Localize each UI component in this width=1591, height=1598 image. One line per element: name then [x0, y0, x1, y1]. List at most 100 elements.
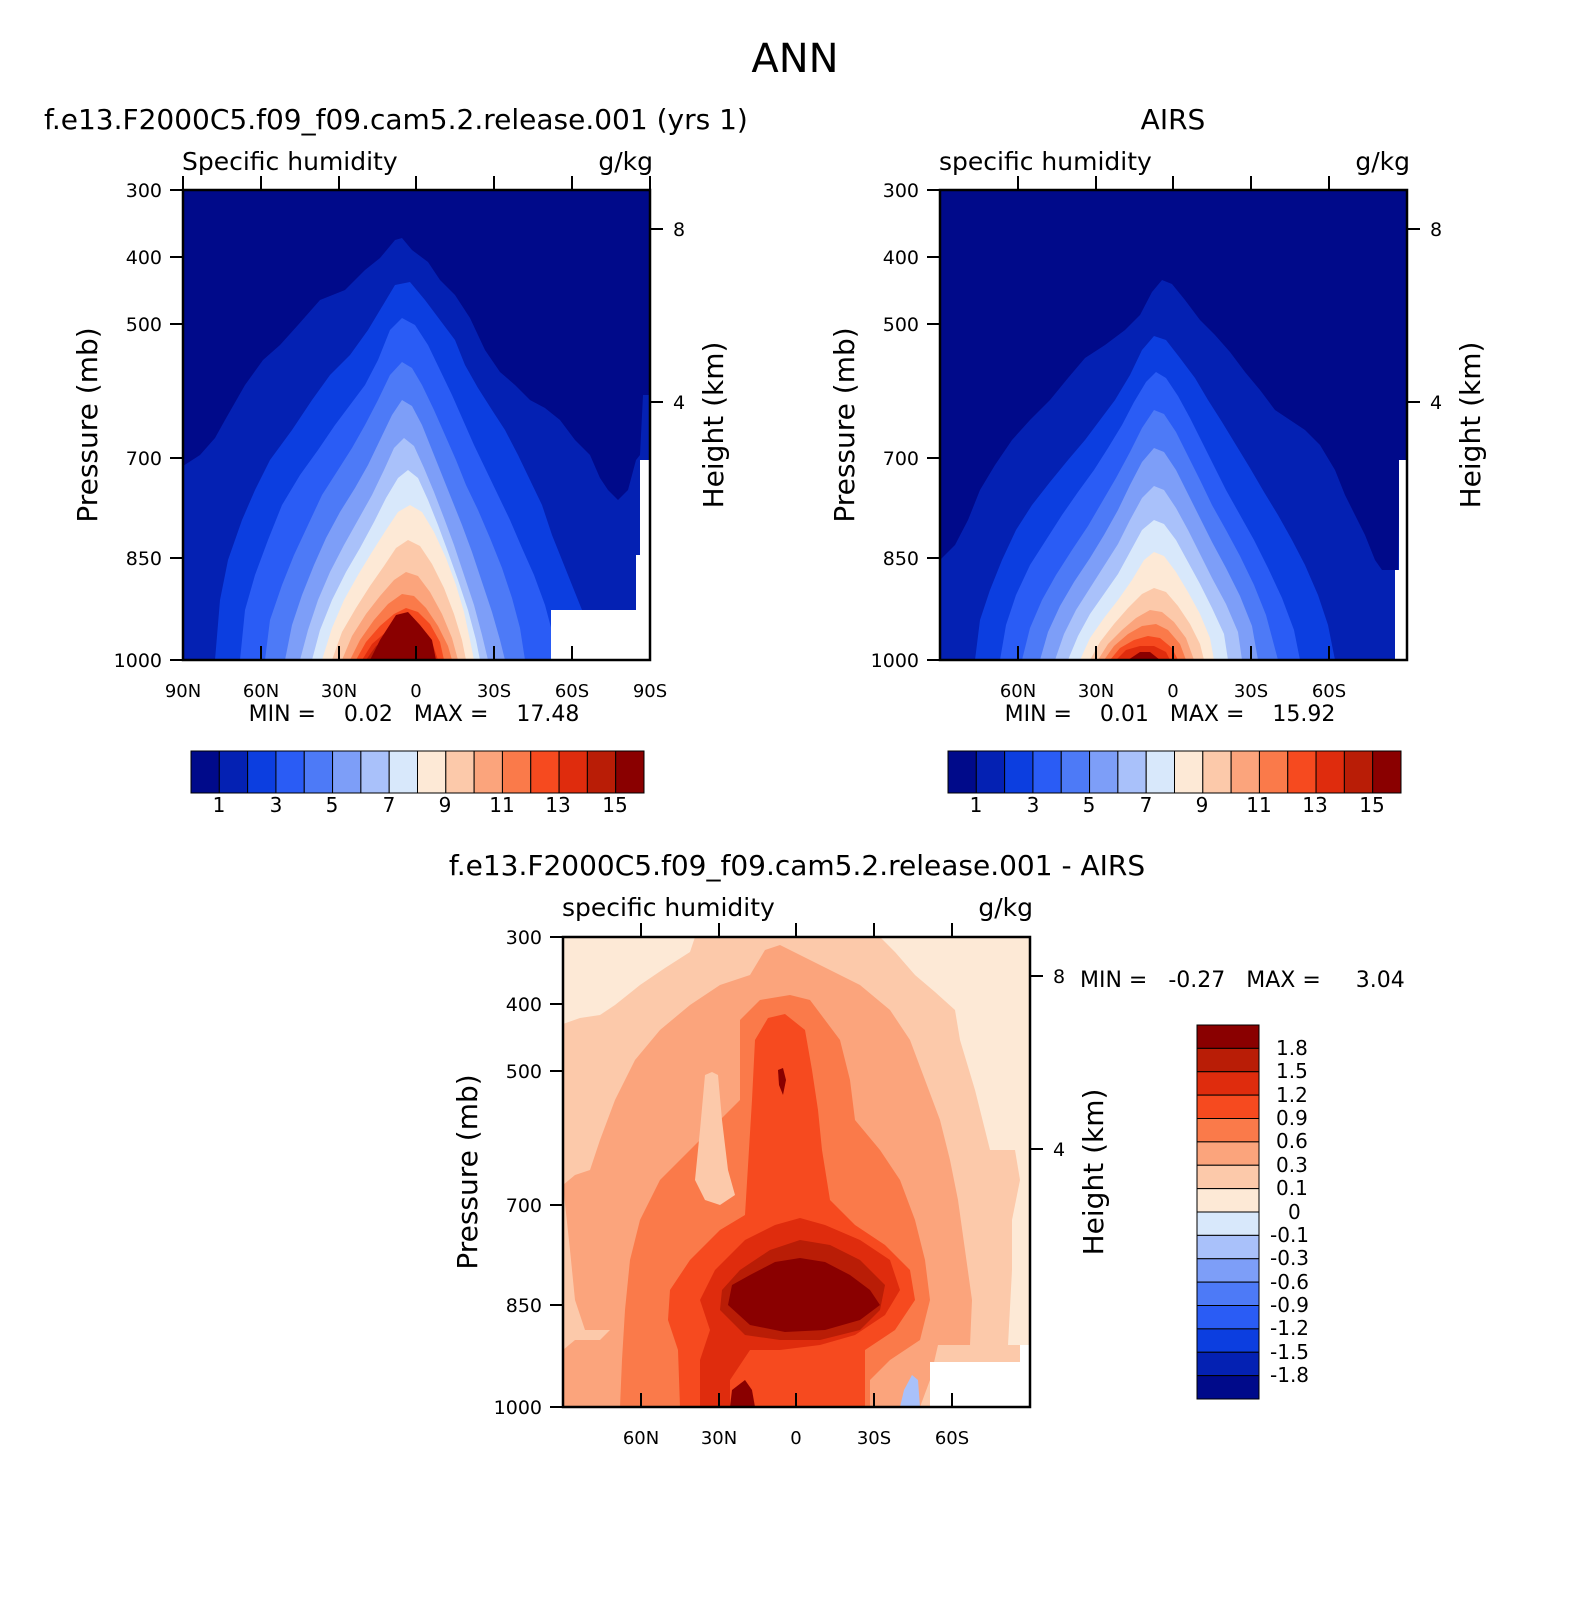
obs-cb-label-5: 5 [1083, 793, 1096, 817]
obs-cb-label-1: 1 [970, 793, 983, 817]
model-cb-label-9: 9 [439, 793, 452, 817]
diff-xtick-30n: 30N [701, 1428, 737, 1449]
diff-layer-18 [728, 1258, 880, 1332]
diff-core-lower [730, 1380, 755, 1407]
diff-ytick-300: 300 [506, 927, 542, 949]
cb-diff-swatch [1196, 1188, 1260, 1213]
model-xtick-60n: 60N [243, 681, 279, 702]
diff-ytick-500: 500 [506, 1061, 542, 1083]
model-colorbar [190, 750, 645, 794]
cb-obs-swatch [1145, 750, 1175, 794]
diff-cb-label-11: -0.6 [1270, 1270, 1309, 1294]
model-y-axis: 300 400 500 700 850 1000 [114, 180, 183, 672]
obs-cb-label-9: 9 [1196, 793, 1209, 817]
cb-obs-swatch [1089, 750, 1119, 794]
diff-ytick-1000: 1000 [494, 1397, 542, 1419]
cb-diff-swatch [1196, 1305, 1260, 1330]
obs-colorbar [947, 750, 1402, 794]
obs-ytick-500: 500 [883, 314, 919, 336]
obs-min-max: MIN = 0.01 MAX = 15.92 [1005, 702, 1336, 727]
obs-height-tick-8: 8 [1430, 219, 1442, 241]
obs-xtick-30s: 30S [1234, 681, 1268, 702]
obs-cb-label-13: 13 [1302, 793, 1327, 817]
obs-xtick-30n: 30N [1078, 681, 1114, 702]
diff-xtick-60n: 60N [623, 1428, 659, 1449]
diff-colorbar [1196, 1024, 1260, 1400]
diff-cb-label-7: 0.1 [1276, 1176, 1308, 1200]
cb-model-swatch [586, 750, 617, 794]
cb-obs-swatch [1230, 750, 1260, 794]
obs-cb-label-11: 11 [1246, 793, 1271, 817]
cb-model-swatch [558, 750, 588, 794]
model-xtick-90s: 90S [633, 681, 667, 702]
panel-obs-plot [938, 188, 1409, 662]
obs-height-axis: 8 4 [1407, 219, 1442, 414]
diff-min-max: MIN = -0.27 MAX = 3.04 [1080, 968, 1405, 993]
panel-obs-title: AIRS [1141, 103, 1206, 136]
model-cb-label-7: 7 [383, 793, 396, 817]
cb-obs-swatch [947, 750, 977, 794]
panel-model-units: g/kg [598, 147, 653, 176]
cb-diff-swatch [1196, 1141, 1260, 1166]
panel-model: f.e13.F2000C5.f09_f09.cam5.2.release.001… [44, 103, 748, 817]
cb-diff-swatch [1196, 1375, 1260, 1400]
model-ylabel: Pressure (mb) [71, 327, 104, 522]
model-height-tick-8: 8 [673, 219, 685, 241]
diff-pocket-30n [695, 1072, 735, 1205]
cb-model-swatch [360, 750, 390, 794]
cb-model-swatch [275, 750, 305, 794]
cb-model-swatch [247, 750, 277, 794]
obs-cb-label-3: 3 [1027, 793, 1040, 817]
panel-model-plot [181, 188, 652, 662]
model-cb-label-11: 11 [489, 793, 514, 817]
diff-core-upper [778, 1068, 786, 1095]
cb-obs-swatch [1060, 750, 1091, 794]
diff-cb-label-9: -0.1 [1270, 1223, 1309, 1247]
obs-cb-label-15: 15 [1359, 793, 1384, 817]
model-ylabel-right: Height (km) [697, 342, 730, 509]
panel-obs: AIRS specific humidity g/kg [828, 103, 1487, 817]
cb-diff-swatch [1196, 1351, 1260, 1377]
diff-height-tick-4: 4 [1053, 1139, 1065, 1161]
model-ytick-300: 300 [126, 180, 162, 202]
figure-title: ANN [751, 36, 838, 82]
obs-height-tick-4: 4 [1430, 392, 1442, 414]
cb-diff-swatch [1196, 1211, 1260, 1236]
model-ytick-850: 850 [126, 548, 162, 570]
model-height-axis: 8 4 [650, 219, 685, 414]
cb-model-swatch [303, 750, 334, 794]
diff-xtick-30s: 30S [857, 1428, 891, 1449]
model-xtick-30s: 30S [477, 681, 511, 702]
cb-obs-swatch [975, 750, 1006, 794]
cb-obs-swatch [1004, 750, 1034, 794]
cb-model-swatch [388, 750, 418, 794]
obs-ytick-850: 850 [883, 548, 919, 570]
cb-model-swatch [501, 750, 532, 794]
panel-model-title: f.e13.F2000C5.f09_f09.cam5.2.release.001… [44, 103, 748, 136]
diff-ylabel-right: Height (km) [1077, 1089, 1110, 1256]
panel-obs-left-label: specific humidity [939, 147, 1152, 176]
cb-obs-swatch [1032, 750, 1062, 794]
obs-ylabel-right: Height (km) [1454, 342, 1487, 509]
diff-cb-label-3: 1.2 [1276, 1083, 1308, 1107]
diff-x-axis: 60N 30N 0 30S 60S [623, 923, 969, 1449]
panel-model-left-label: Specific humidity [182, 147, 398, 176]
panel-diff-units: g/kg [978, 893, 1033, 922]
cb-diff-swatch [1196, 1047, 1260, 1073]
obs-missing-region [1395, 460, 1407, 660]
cb-obs-swatch [1202, 750, 1232, 794]
model-xtick-90n: 90N [165, 681, 201, 702]
diff-height-tick-8: 8 [1053, 966, 1065, 988]
obs-y-axis: 300 400 500 700 850 1000 [871, 180, 940, 672]
diff-negative-patch [900, 1375, 920, 1407]
diff-xtick-0: 0 [790, 1428, 801, 1449]
model-colorbar-labels: 1 3 5 7 9 11 13 15 [213, 793, 628, 817]
diff-ytick-850: 850 [506, 1295, 542, 1317]
obs-cb-label-7: 7 [1140, 793, 1153, 817]
diff-cb-label-8: 0 [1288, 1200, 1301, 1224]
cb-obs-swatch [1287, 750, 1317, 794]
obs-layer-16 [1128, 652, 1160, 660]
cb-obs-swatch [1315, 750, 1345, 794]
diff-cb-label-12: -0.9 [1270, 1293, 1309, 1317]
